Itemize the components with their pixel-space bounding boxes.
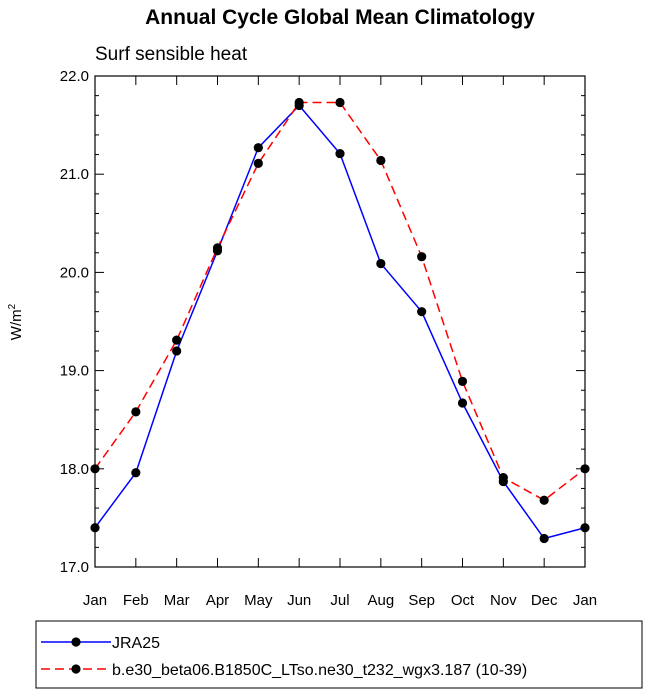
series-0-point: [172, 346, 182, 356]
series-layer: [90, 97, 590, 544]
series-1-point: [131, 407, 141, 417]
x-tick-label: Dec: [531, 592, 558, 609]
chart-subtitle: Surf sensible heat: [95, 44, 248, 65]
series-0-point: [335, 148, 345, 159]
x-tick-label: Aug: [367, 592, 394, 609]
series-1-point: [539, 495, 549, 505]
x-tick-label: Jan: [83, 592, 107, 609]
y-axis: 17.0 18.0 19.0 20.0 21.0 22.0: [60, 68, 585, 576]
series-line-1: [94, 101, 586, 502]
x-tick-label: Jun: [287, 592, 311, 609]
y-tick-label: 20.0: [60, 264, 89, 281]
y-tick-label: 18.0: [60, 461, 89, 478]
legend-marker-1: [71, 664, 81, 674]
x-axis: Jan Feb Mar Apr May Jun Jul Aug Sep Oct Nov Dec Jan: [83, 76, 597, 609]
series-0-point: [539, 533, 549, 544]
series-1-point: [212, 243, 223, 253]
legend-marker-0: [71, 637, 81, 647]
legend-label-0: JRA25: [112, 635, 160, 652]
series-0-point: [253, 143, 263, 153]
x-tick-label: Jul: [330, 592, 349, 609]
x-tick-label: Sep: [408, 592, 435, 609]
series-1-point: [253, 158, 263, 168]
y-tick-label: 21.0: [60, 166, 89, 183]
x-tick-label: May: [244, 592, 273, 609]
series-1-point: [417, 252, 427, 262]
series-0-point: [417, 307, 427, 317]
series-line-0: [94, 104, 586, 540]
x-tick-label: Nov: [490, 592, 517, 609]
x-tick-label: Apr: [206, 592, 229, 609]
legend-box: [35, 620, 643, 689]
series-0-point: [580, 523, 590, 533]
y-axis-label-unit: W/m: [8, 309, 25, 340]
legend-label-1: b.e30_beta06.B1850C_LTso.ne30_t232_wgx3.…: [112, 662, 527, 679]
series-0-point: [90, 523, 100, 533]
series-0-point: [131, 468, 141, 478]
y-axis-label: W/m2: [7, 303, 25, 340]
series-1-point: [335, 97, 345, 108]
series-1-point: [294, 97, 304, 108]
series-1-point: [498, 473, 508, 483]
x-tick-label: Feb: [123, 592, 149, 609]
x-tick-label: Jan: [573, 592, 597, 609]
x-tick-label: Oct: [451, 592, 475, 609]
series-1-point: [580, 464, 590, 474]
y-axis-label-exponent: 2: [7, 303, 18, 309]
x-tick-label: Mar: [164, 592, 190, 609]
series-1-point: [376, 155, 386, 166]
legend: JRA25 b.e30_beta06.B1850C_LTso.ne30_t232_…: [41, 635, 527, 679]
series-0-point: [457, 398, 468, 408]
series-1-point: [457, 376, 468, 387]
series-0-point: [376, 258, 386, 269]
chart-title: Annual Cycle Global Mean Climatology: [145, 6, 535, 29]
y-tick-label: 19.0: [60, 363, 89, 380]
series-1-point: [172, 335, 182, 345]
y-tick-label: 17.0: [60, 559, 89, 576]
series-1-point: [90, 464, 100, 474]
y-tick-label: 22.0: [60, 68, 89, 85]
